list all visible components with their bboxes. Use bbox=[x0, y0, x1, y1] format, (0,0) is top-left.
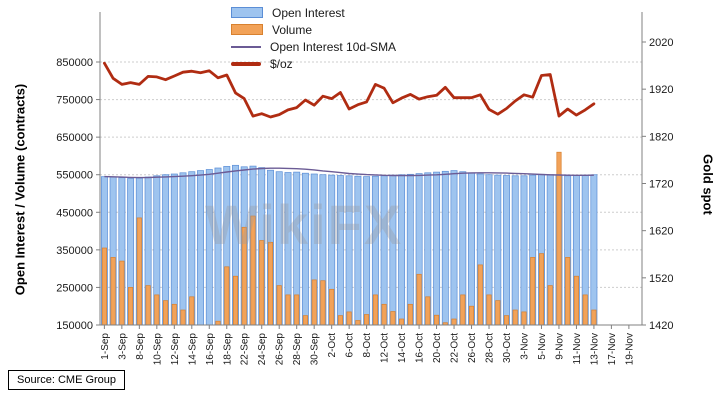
svg-text:850000: 850000 bbox=[56, 57, 93, 69]
svg-text:19-Nov: 19-Nov bbox=[624, 333, 635, 365]
svg-text:14-Sep: 14-Sep bbox=[187, 333, 198, 366]
svg-text:11-Nov: 11-Nov bbox=[572, 333, 583, 365]
svg-text:17-Nov: 17-Nov bbox=[607, 333, 618, 365]
svg-text:550000: 550000 bbox=[56, 170, 93, 182]
axis-frame bbox=[99, 12, 643, 326]
svg-text:22-Sep: 22-Sep bbox=[240, 333, 251, 366]
right-axis-title: Gold spot bbox=[700, 154, 716, 215]
svg-text:1720: 1720 bbox=[649, 179, 673, 191]
source-label: Source: CME Group bbox=[8, 370, 126, 390]
legend-label: Open Interest bbox=[272, 5, 345, 20]
open-interest-swatch-icon bbox=[231, 7, 263, 18]
svg-text:150000: 150000 bbox=[56, 320, 93, 332]
svg-text:28-Sep: 28-Sep bbox=[292, 333, 303, 366]
svg-text:16-Oct: 16-Oct bbox=[415, 333, 426, 363]
svg-text:12-Oct: 12-Oct bbox=[380, 333, 391, 363]
svg-text:2-Oct: 2-Oct bbox=[327, 333, 338, 358]
svg-text:9-Nov: 9-Nov bbox=[554, 333, 565, 360]
svg-text:1820: 1820 bbox=[649, 131, 673, 143]
left-axis-ticks: 150000 250000 350000 450000 550000 650000 7500… bbox=[56, 57, 100, 332]
legend-label: Volume bbox=[272, 22, 313, 37]
legend-label: Open Interest 10d-SMA bbox=[270, 39, 397, 54]
svg-text:6-Oct: 6-Oct bbox=[345, 333, 356, 358]
right-axis-ticks: 1420 1520 1620 1720 1820 1920 2020 bbox=[642, 37, 673, 332]
svg-text:1920: 1920 bbox=[649, 84, 673, 96]
left-axis-title: Open Interest / Volume (contracts) bbox=[12, 83, 28, 296]
legend-item-open-interest: Open Interest bbox=[231, 4, 396, 21]
svg-text:12-Sep: 12-Sep bbox=[170, 333, 181, 366]
sma-line-swatch-icon bbox=[231, 45, 261, 48]
legend-item-oi-sma: Open Interest 10d-SMA bbox=[231, 38, 396, 55]
svg-text:2020: 2020 bbox=[649, 37, 673, 49]
svg-text:20-Oct: 20-Oct bbox=[432, 333, 443, 363]
svg-text:250000: 250000 bbox=[56, 282, 93, 294]
svg-text:16-Sep: 16-Sep bbox=[205, 333, 216, 366]
svg-text:350000: 350000 bbox=[56, 245, 93, 257]
line-gold-spot bbox=[103, 61, 596, 119]
volume-swatch-icon bbox=[231, 24, 263, 35]
gold-price-swatch-icon bbox=[231, 61, 261, 66]
svg-text:5-Nov: 5-Nov bbox=[537, 333, 548, 360]
svg-text:1-Sep: 1-Sep bbox=[100, 333, 111, 360]
svg-text:650000: 650000 bbox=[56, 132, 93, 144]
svg-text:28-Oct: 28-Oct bbox=[485, 333, 496, 363]
bars-open-interest bbox=[100, 164, 598, 326]
svg-text:1620: 1620 bbox=[649, 226, 673, 238]
svg-text:14-Oct: 14-Oct bbox=[397, 333, 408, 363]
x-axis-ticks: 1-Sep 3-Sep 8-Sep 10-Sep 12-Sep 14-Sep 16-Sep 1… bbox=[100, 325, 635, 366]
svg-text:30-Sep: 30-Sep bbox=[310, 333, 321, 366]
svg-text:22-Oct: 22-Oct bbox=[450, 333, 461, 363]
svg-text:1420: 1420 bbox=[649, 320, 673, 332]
svg-text:30-Oct: 30-Oct bbox=[502, 333, 513, 363]
svg-text:10-Sep: 10-Sep bbox=[152, 333, 163, 366]
svg-text:8-Sep: 8-Sep bbox=[135, 333, 146, 360]
svg-text:8-Oct: 8-Oct bbox=[362, 333, 373, 358]
svg-text:3-Nov: 3-Nov bbox=[519, 333, 530, 360]
legend-label: $/oz bbox=[270, 56, 293, 71]
svg-text:18-Sep: 18-Sep bbox=[222, 333, 233, 366]
svg-text:26-Oct: 26-Oct bbox=[467, 333, 478, 363]
legend-item-volume: Volume bbox=[231, 21, 396, 38]
chart-legend: Open Interest Volume Open Interest 10d-S… bbox=[231, 4, 396, 72]
line-open-interest-sma bbox=[104, 167, 594, 179]
svg-text:13-Nov: 13-Nov bbox=[589, 333, 600, 365]
legend-item-gold-price: $/oz bbox=[231, 55, 396, 72]
svg-text:24-Sep: 24-Sep bbox=[257, 333, 268, 366]
svg-text:450000: 450000 bbox=[56, 207, 93, 219]
svg-text:1520: 1520 bbox=[649, 273, 673, 285]
svg-text:26-Sep: 26-Sep bbox=[275, 333, 286, 366]
svg-text:3-Sep: 3-Sep bbox=[117, 333, 128, 360]
svg-text:750000: 750000 bbox=[56, 95, 93, 107]
